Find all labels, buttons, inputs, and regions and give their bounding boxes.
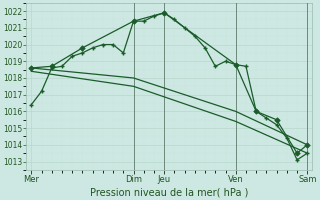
X-axis label: Pression niveau de la mer( hPa ): Pression niveau de la mer( hPa ) — [90, 187, 249, 197]
